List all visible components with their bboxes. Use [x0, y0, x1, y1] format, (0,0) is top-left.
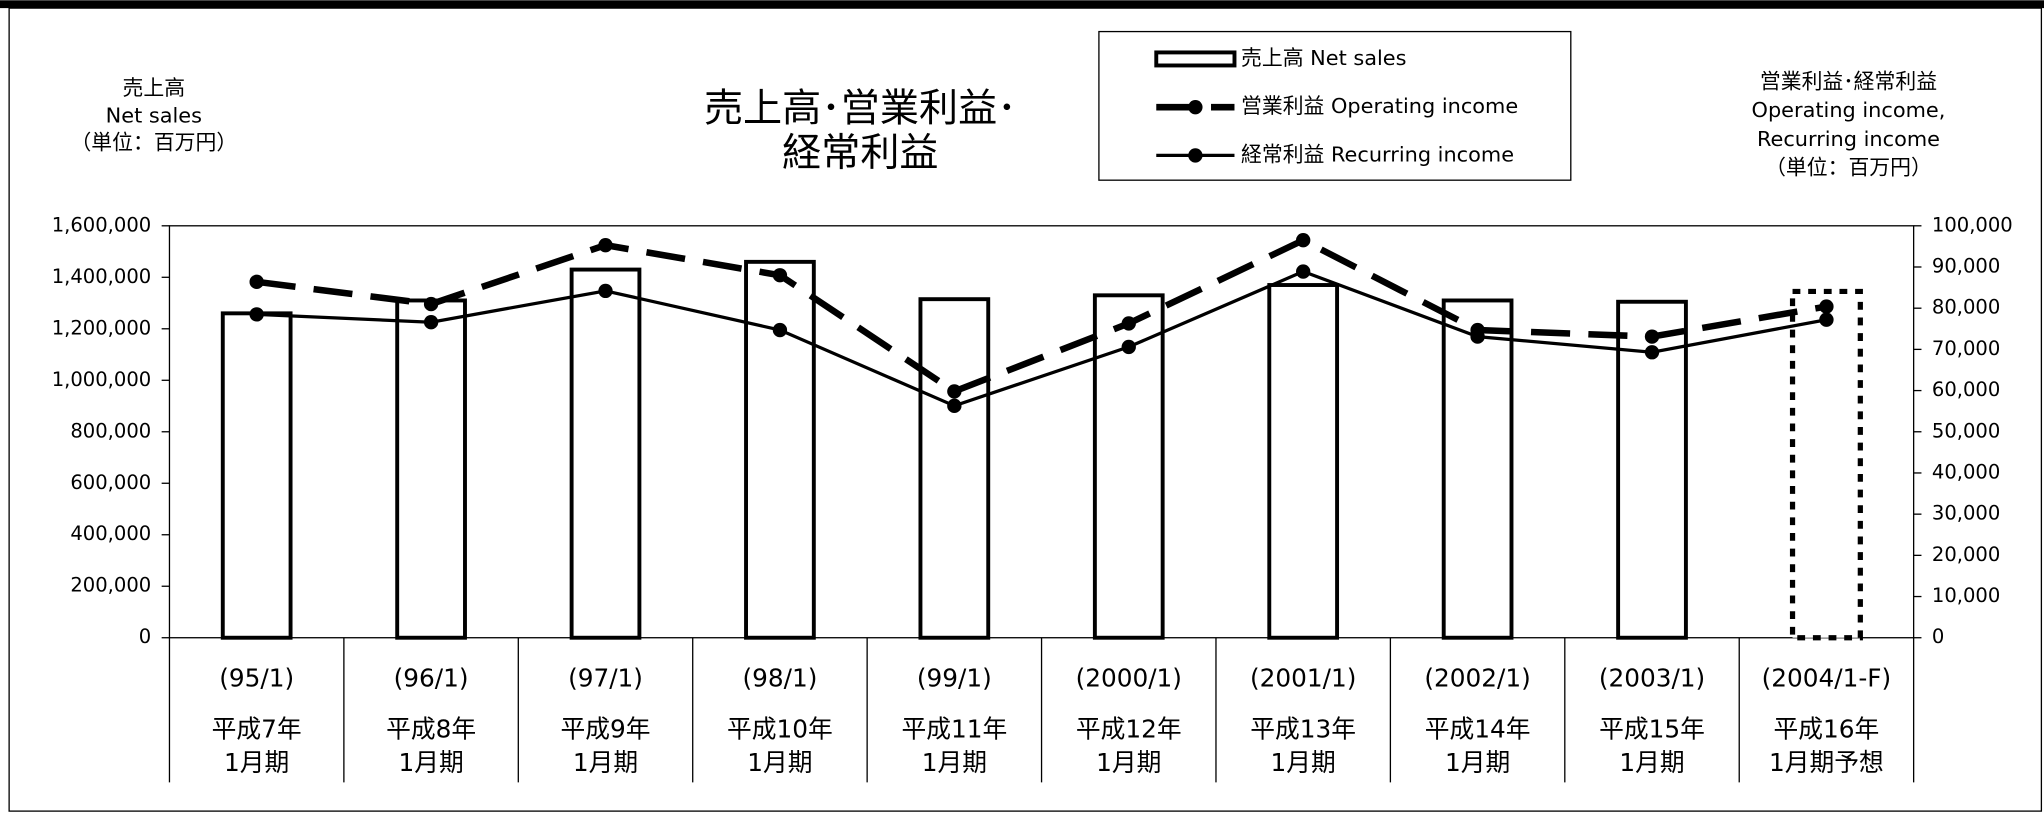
marker	[598, 237, 613, 253]
marker	[598, 283, 613, 299]
y-tick-label: 1,000,000	[52, 368, 151, 391]
x-tick-label: 1月期	[747, 748, 812, 777]
marker	[1470, 329, 1485, 344]
x-tick-label: 平成13年	[1250, 714, 1356, 743]
y-tick-label: 200,000	[70, 574, 151, 597]
marker	[1644, 329, 1660, 344]
y2-tick-label: 90,000	[1932, 254, 2000, 277]
y2-tick-label: 0	[1932, 625, 1944, 648]
y2-tick-label: 40,000	[1932, 460, 2000, 483]
legend-label: 売上高 Net sales	[1241, 46, 1406, 70]
legend-marker	[1188, 100, 1203, 115]
legend-label: 経常利益 Recurring income	[1241, 142, 1514, 166]
y2-axis-label: 営業利益･経常利益	[1760, 69, 1937, 93]
x-tick-label: 1月期	[398, 748, 463, 777]
x-tick-label: (2001/1)	[1250, 663, 1356, 692]
x-tick-label: (2000/1)	[1076, 663, 1182, 692]
x-tick-label: 1月期	[224, 748, 289, 777]
y2-tick-label: 10,000	[1932, 584, 2000, 607]
y2-axis-label: （単位：百万円）	[1765, 155, 1932, 179]
x-tick-label: (97/1)	[568, 663, 643, 692]
legend-swatch	[1154, 50, 1237, 68]
marker	[1121, 316, 1136, 331]
x-tick-label: 1月期	[1445, 748, 1510, 777]
marker	[1296, 264, 1311, 279]
legend-marker	[1188, 148, 1203, 163]
marker	[947, 384, 962, 399]
marker	[1644, 345, 1660, 360]
y-tick-label: 400,000	[70, 522, 151, 545]
x-tick-label: 平成15年	[1599, 714, 1705, 743]
x-tick-label: 1月期	[1096, 748, 1161, 777]
x-tick-label: 平成11年	[901, 714, 1007, 743]
x-tick-label: 1月期	[1271, 748, 1336, 777]
marker	[772, 322, 788, 338]
x-tick-label: (96/1)	[394, 663, 469, 692]
y-axis-label: （単位：百万円）	[70, 131, 237, 155]
marker	[1121, 339, 1136, 355]
top-bar	[0, 0, 2044, 9]
bar	[220, 311, 293, 640]
x-tick-label: 1月期予想	[1769, 748, 1884, 777]
y-tick-label: 1,600,000	[52, 213, 151, 236]
bar	[395, 298, 467, 640]
y-tick-label: 600,000	[70, 471, 151, 494]
marker	[249, 307, 264, 322]
x-tick-label: (98/1)	[742, 663, 817, 692]
y-axis-label: Net sales	[106, 103, 202, 127]
x-tick-label: 平成12年	[1076, 714, 1182, 743]
x-tick-label: (2003/1)	[1599, 663, 1705, 692]
frame	[8, 7, 2043, 812]
line	[256, 269, 1827, 408]
y2-tick-label: 20,000	[1932, 543, 2000, 566]
y2-axis-label: Recurring income	[1757, 127, 1940, 151]
line	[256, 236, 1827, 396]
x-tick-label: (95/1)	[219, 663, 294, 692]
marker	[1819, 299, 1834, 314]
bar	[1267, 283, 1340, 640]
y2-tick-label: 60,000	[1932, 378, 2000, 401]
x-tick-label: 1月期	[573, 748, 638, 777]
y-tick-label: 1,200,000	[52, 316, 151, 339]
y2-tick-label: 100,000	[1932, 213, 2013, 236]
y2-tick-label: 80,000	[1932, 296, 2000, 319]
marker	[1819, 312, 1834, 327]
x-tick-label: 平成16年	[1774, 714, 1880, 743]
y-tick-label: 1,400,000	[52, 265, 151, 288]
marker	[423, 315, 439, 330]
y2-tick-label: 30,000	[1932, 502, 2000, 525]
x-tick-label: (99/1)	[917, 663, 992, 692]
chart-title: 売上高･営業利益･	[704, 87, 1017, 132]
marker	[423, 296, 439, 312]
x-tick-label: 平成10年	[727, 714, 833, 743]
x-tick-label: 平成8年	[386, 714, 476, 743]
y2-tick-label: 50,000	[1932, 419, 2000, 442]
x-tick-label: (2002/1)	[1424, 663, 1530, 692]
x-tick-label: 平成7年	[212, 714, 302, 743]
y-tick-label: 0	[139, 625, 151, 648]
marker	[772, 268, 788, 283]
bar	[1789, 288, 1863, 641]
marker	[249, 274, 264, 289]
bar	[569, 267, 642, 640]
y-tick-label: 800,000	[70, 419, 151, 442]
marker	[947, 398, 962, 413]
bar	[918, 297, 991, 640]
x-tick-label: 平成14年	[1425, 714, 1531, 743]
bar	[1441, 298, 1514, 640]
y-axis-label: 売上高	[123, 76, 186, 100]
y2-axis-label: Operating income,	[1752, 98, 1946, 122]
chart-title: 経常利益	[782, 131, 938, 176]
legend-label: 営業利益 Operating income	[1241, 94, 1518, 118]
x-tick-label: 平成9年	[561, 714, 651, 743]
x-tick-label: (2004/1-F)	[1762, 663, 1892, 692]
x-tick-label: 1月期	[922, 748, 987, 777]
marker	[1296, 233, 1311, 248]
bar	[744, 259, 816, 640]
y2-tick-label: 70,000	[1932, 337, 2000, 360]
x-tick-label: 1月期	[1619, 748, 1684, 777]
